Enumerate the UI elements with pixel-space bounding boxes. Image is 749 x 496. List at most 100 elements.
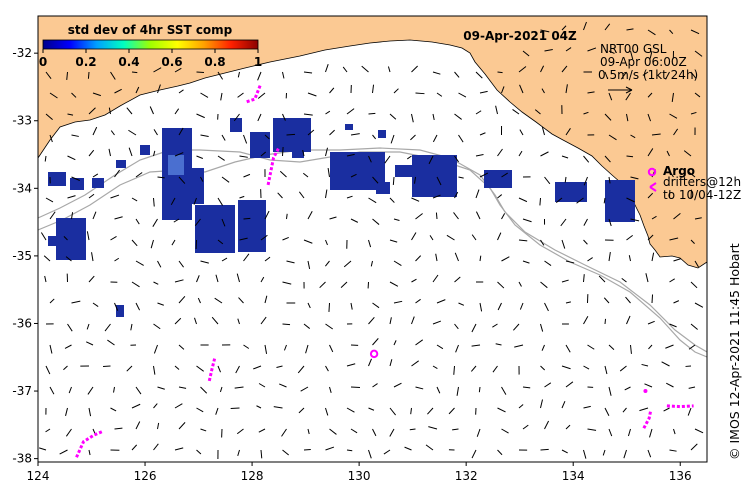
current-arrow: [415, 339, 424, 346]
current-arrow: [604, 155, 611, 163]
current-arrow: [214, 297, 223, 304]
current-arrow: [71, 300, 81, 304]
current-arrow: [67, 113, 74, 116]
current-arrow: [598, 275, 606, 283]
current-arrow: [639, 407, 649, 412]
current-arrow: [587, 344, 595, 350]
current-arrow: [626, 113, 629, 122]
current-arrow: [126, 107, 133, 115]
current-arrow: [583, 365, 590, 370]
current-arrow: [329, 428, 337, 435]
current-arrow: [45, 113, 53, 120]
current-arrow: [196, 155, 204, 159]
current-arrow: [626, 28, 634, 31]
current-arrow: [673, 212, 681, 220]
argo-floats: [369, 349, 379, 359]
drifter-legend-icon: [649, 182, 657, 192]
current-arrow: [411, 316, 415, 325]
current-arrow: [427, 407, 434, 415]
current-arrow: [583, 449, 587, 459]
current-arrow: [673, 300, 680, 304]
current-arrow: [458, 176, 464, 179]
current-arrow: [683, 150, 692, 157]
current-arrow: [471, 344, 481, 347]
current-arrow: [174, 279, 184, 283]
current-arrow: [110, 235, 117, 241]
current-arrow: [49, 386, 55, 395]
current-arrow: [565, 47, 572, 52]
current-arrow: [630, 176, 639, 180]
current-arrow: [432, 274, 439, 283]
current-arrow: [66, 71, 68, 80]
current-arrow: [604, 23, 611, 31]
current-arrow: [92, 173, 99, 178]
current-arrow: [694, 217, 702, 220]
current-arrow: [153, 403, 158, 409]
current-arrow: [64, 344, 72, 349]
current-arrow: [243, 253, 250, 262]
current-arrow: [425, 444, 434, 451]
map-frame: [37, 15, 708, 463]
current-arrow: [519, 84, 524, 94]
current-arrow: [221, 134, 226, 141]
current-arrow: [428, 155, 434, 165]
current-arrow: [518, 66, 527, 73]
current-arrow: [131, 197, 138, 202]
current-arrow: [108, 107, 111, 115]
current-arrow: [368, 155, 372, 163]
current-arrow: [279, 170, 287, 178]
current-arrow: [454, 155, 459, 163]
current-arrow: [630, 344, 632, 354]
current-arrow: [217, 239, 224, 245]
current-arrow: [253, 365, 262, 370]
colorbar-tick-label: 0.8: [204, 55, 225, 69]
current-arrow: [49, 92, 58, 99]
current-arrow: [647, 192, 654, 199]
current-arrow: [501, 172, 508, 178]
current-arrow: [346, 195, 353, 199]
current-arrow: [393, 88, 399, 94]
current-arrow: [642, 71, 649, 76]
current-arrow: [561, 65, 568, 73]
drifter-tracks: [75, 85, 694, 458]
current-arrow: [287, 469, 293, 471]
current-arrow: [45, 71, 52, 79]
current-arrow: [411, 65, 418, 73]
current-arrow: [565, 424, 571, 430]
current-arrow: [458, 302, 465, 306]
colorbar-tick-label: 0.6: [161, 55, 182, 69]
current-arrow: [694, 260, 699, 268]
current-arrow: [565, 84, 568, 94]
current-arrow: [435, 212, 438, 220]
current-arrow: [414, 176, 416, 184]
current-arrow: [540, 29, 550, 33]
current-arrow: [350, 428, 358, 434]
current-arrow: [608, 428, 613, 437]
current-arrow: [87, 71, 90, 79]
current-arrow: [194, 317, 197, 325]
current-arrow: [497, 148, 503, 157]
current-arrow: [131, 281, 140, 288]
current-arrow: [587, 428, 597, 431]
current-arrow: [200, 134, 209, 138]
current-arrow: [665, 344, 674, 349]
current-arrow: [286, 213, 288, 220]
current-arrow: [325, 323, 334, 330]
current-arrow: [501, 428, 509, 434]
current-arrow: [88, 149, 95, 157]
colorbar-ticks: 0 0.2 0.4 0.6 0.8 1: [39, 49, 262, 69]
current-arrow: [647, 92, 653, 98]
current-arrow: [243, 134, 248, 144]
current-arrow: [651, 133, 661, 136]
current-arrow: [540, 151, 549, 157]
current-arrow: [115, 471, 123, 475]
current-arrow: [673, 258, 682, 262]
current-arrow: [196, 365, 204, 372]
current-arrow: [479, 172, 489, 178]
current-arrow: [307, 129, 315, 136]
current-arrow: [368, 316, 375, 325]
current-arrow: [454, 71, 460, 78]
current-arrow: [135, 302, 141, 311]
current-arrow: [45, 428, 51, 433]
current-arrow: [583, 21, 587, 31]
